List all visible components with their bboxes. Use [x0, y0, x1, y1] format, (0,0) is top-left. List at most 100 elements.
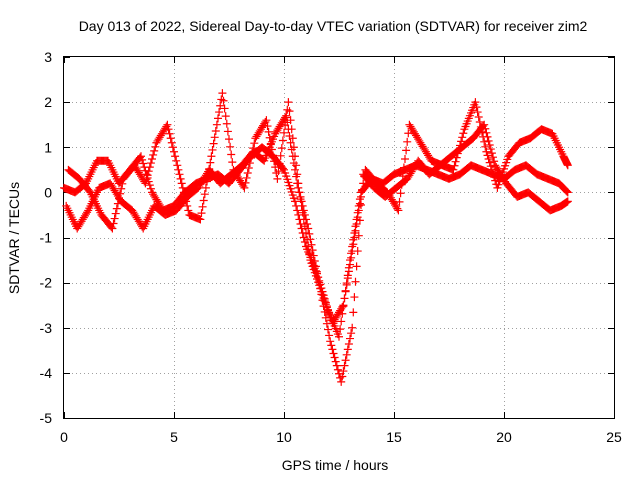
data-point: [485, 158, 494, 167]
data-point: [563, 197, 572, 206]
data-point: [351, 277, 360, 286]
data-point: [347, 253, 356, 262]
data-point: [168, 143, 177, 152]
data-point: [227, 150, 236, 159]
data-point: [285, 107, 294, 116]
data-point: [348, 247, 357, 256]
data-point: [349, 240, 358, 249]
data-point: [352, 219, 361, 228]
data-point: [302, 228, 310, 237]
data-point: [278, 164, 287, 173]
data-point: [338, 302, 347, 311]
data-point: [117, 184, 126, 193]
data-point: [278, 136, 287, 145]
data-point: [142, 175, 151, 184]
data-point: [355, 199, 364, 208]
data-point: [249, 144, 258, 153]
data-point: [562, 186, 571, 195]
data-point: [270, 157, 279, 166]
data-point: [357, 192, 365, 201]
data-point: [452, 153, 461, 162]
data-point: [109, 219, 118, 228]
data-point: [203, 177, 211, 186]
data-point: [280, 128, 288, 137]
data-point: [297, 201, 306, 210]
data-point: [326, 337, 335, 346]
data-point: [394, 206, 403, 215]
data-point: [243, 168, 252, 177]
data-point: [402, 146, 411, 155]
data-point: [563, 161, 572, 170]
data-point: [200, 190, 209, 199]
data-point: [262, 116, 271, 125]
data-point: [489, 169, 497, 178]
data-point: [145, 163, 154, 172]
data-point: [165, 129, 174, 138]
y-tick-label: -3: [40, 320, 53, 336]
data-point: [344, 267, 353, 276]
data-point: [287, 125, 296, 134]
data-point: [209, 139, 218, 148]
data-point: [475, 117, 484, 126]
data-point: [309, 251, 318, 260]
data-point: [178, 183, 187, 192]
data-point: [486, 145, 495, 154]
data-point: [116, 189, 125, 198]
data-point: [198, 202, 207, 211]
data-point: [146, 159, 155, 168]
data-point: [293, 170, 302, 179]
data-point: [337, 317, 346, 326]
data-point: [320, 307, 329, 316]
x-tick-label: 15: [386, 429, 402, 445]
data-point: [175, 170, 184, 179]
data-point: [291, 165, 299, 174]
data-point: [215, 108, 224, 117]
data-point: [479, 132, 488, 141]
data-point: [113, 199, 122, 208]
data-point: [143, 171, 152, 180]
data-point: [216, 101, 225, 110]
data-point: [562, 187, 571, 196]
data-point: [221, 112, 230, 121]
data-point: [182, 197, 191, 206]
data-point: [401, 154, 409, 163]
data-point: [115, 194, 123, 203]
y-axis-label: SDTVAR / TECUs: [6, 182, 22, 294]
data-point: [305, 229, 314, 238]
data-point: [208, 145, 217, 154]
data-point: [167, 138, 176, 147]
data-point: [454, 145, 463, 154]
data-point: [330, 353, 339, 362]
data-point: [286, 138, 295, 147]
data-point: [344, 339, 353, 348]
data-point: [325, 331, 334, 340]
data-point: [205, 164, 214, 173]
data-point: [340, 361, 349, 370]
data-point: [273, 174, 282, 183]
data-point: [112, 204, 121, 213]
data-point: [137, 152, 145, 161]
data-point: [218, 89, 227, 98]
data-point: [478, 127, 486, 136]
data-point: [146, 184, 155, 193]
data-point: [487, 165, 496, 174]
data-point: [179, 188, 188, 197]
data-point: [292, 161, 301, 170]
data-point: [331, 357, 340, 366]
y-tick-label: 2: [44, 94, 52, 110]
data-point: [490, 157, 499, 166]
data-point: [348, 323, 357, 332]
data-point: [108, 224, 117, 233]
data-point: [284, 98, 293, 107]
data-point: [328, 345, 337, 354]
y-tick-label: -4: [40, 365, 53, 381]
data-point: [489, 153, 497, 162]
y-tick-label: 1: [44, 139, 52, 155]
data-point: [332, 361, 341, 370]
data-point: [276, 151, 285, 160]
data-marks: [60, 89, 572, 386]
data-point: [201, 183, 210, 192]
y-tick-label: -5: [40, 410, 53, 426]
data-point: [222, 119, 231, 128]
data-point: [247, 154, 255, 163]
